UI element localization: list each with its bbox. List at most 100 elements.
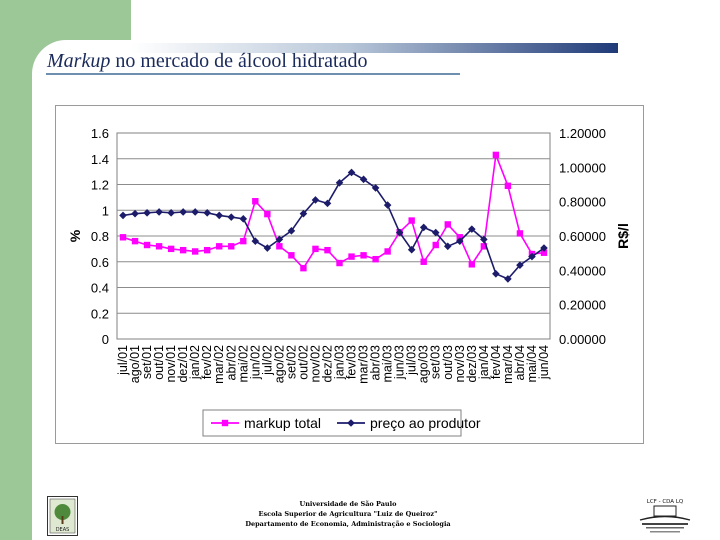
data-point-markup (264, 210, 271, 218)
y-tick-label-left: 1.6 (91, 126, 109, 141)
data-point-price (347, 168, 356, 177)
legend-marker-markup (221, 419, 229, 427)
data-point-markup (300, 264, 307, 272)
data-point-price (287, 227, 296, 235)
footer-department: Departamento de Economia, Administração … (245, 520, 451, 528)
data-point-markup (179, 246, 187, 254)
data-point-markup (360, 252, 367, 259)
legend-label-markup: markup total (244, 415, 321, 431)
deas-logo-text: DEAS (56, 527, 70, 533)
data-point-markup (119, 234, 127, 241)
x-tick-label: jan/03 (333, 345, 347, 380)
data-point-price (528, 252, 536, 261)
data-point-markup (312, 245, 319, 253)
x-tick-label: dez/03 (465, 345, 479, 383)
y-axis-label-left: % (67, 229, 83, 242)
x-tick-label: mar/02 (212, 345, 226, 384)
y-tick-label-left: 0.8 (91, 229, 109, 244)
y-tick-label-right: 0.00000 (559, 332, 606, 347)
data-point-markup (204, 246, 211, 254)
x-tick-label: jul/02 (260, 345, 274, 376)
footer-university: Universidade de São Paulo (299, 500, 397, 508)
x-tick-label: abr/03 (369, 345, 383, 380)
data-point-markup (228, 243, 235, 250)
x-tick-label: out/03 (441, 345, 455, 380)
data-point-markup (336, 259, 343, 267)
data-point-price (492, 269, 500, 278)
data-point-price (299, 209, 308, 218)
x-tick-label: fev/03 (345, 345, 359, 379)
data-point-markup (167, 245, 175, 253)
title-underline (46, 73, 460, 75)
data-point-markup (324, 246, 331, 254)
slide-title: Markup no mercado de álcool hidratado (47, 50, 367, 73)
data-point-markup (492, 151, 500, 159)
y-tick-label-right: 0.40000 (559, 263, 606, 278)
x-tick-label: mai/03 (381, 345, 395, 383)
data-point-markup (384, 248, 391, 255)
slide-title-italic: Markup (47, 50, 111, 72)
x-tick-label: jan/04 (477, 345, 491, 380)
markup-chart: 0 0.2 0.4 0.6 0.8 1 1.2 1.4 1.6 0.00000 0.20000 0.4… (55, 105, 644, 444)
x-tick-label: jun/02 (248, 345, 262, 380)
x-tick-label: out/02 (296, 345, 310, 380)
data-point-price (407, 245, 416, 254)
x-tick-label: nov/02 (308, 345, 322, 383)
y-tick-label-left: 1.2 (91, 178, 109, 193)
x-tick-label: abr/02 (224, 345, 238, 380)
x-tick-label: jan/02 (188, 345, 202, 380)
data-point-markup (540, 249, 548, 256)
top-gradient-rule (131, 43, 618, 53)
data-point-markup (155, 243, 163, 250)
data-point-markup (348, 253, 355, 260)
x-tick-label: mai/04 (525, 345, 539, 383)
y-tick-label-left: 0.6 (91, 255, 109, 270)
x-tick-label: dez/01 (176, 345, 190, 383)
x-tick-label: nov/01 (164, 345, 178, 383)
data-point-price (540, 244, 548, 252)
legend-box (202, 409, 462, 437)
y-tick-label-left: 0.4 (91, 281, 109, 296)
data-point-price (275, 235, 284, 244)
data-point-price (468, 225, 476, 233)
x-tick-label: out/01 (152, 345, 166, 380)
data-point-price (431, 228, 440, 237)
x-tick-label: mai/02 (236, 345, 250, 383)
data-point-price (335, 178, 344, 187)
data-point-price (516, 261, 524, 269)
x-tick-label: jun/03 (393, 345, 407, 380)
data-point-markup (276, 243, 283, 250)
data-point-price (480, 235, 488, 244)
y-tick-label-right: 0.80000 (559, 195, 606, 210)
legend-marker-price (347, 419, 355, 427)
data-point-markup (444, 221, 451, 228)
x-tick-label: ago/01 (128, 345, 142, 383)
x-tick-label: fev/02 (200, 345, 214, 379)
data-point-markup (143, 241, 151, 249)
x-tick-label: mar/03 (357, 345, 371, 384)
data-point-markup (420, 258, 427, 265)
data-point-price (227, 213, 236, 221)
data-point-markup (191, 248, 199, 255)
x-tick-label: set/03 (429, 345, 443, 379)
x-tick-label: ago/03 (417, 345, 431, 383)
y-tick-label-left: 1 (102, 203, 109, 218)
x-tick-label: jun/04 (537, 345, 551, 380)
data-point-price (263, 244, 272, 252)
chart-legend: markup total preço ao produtor (202, 409, 481, 437)
x-tick-label: mar/04 (501, 345, 515, 384)
legend-label-price: preço ao produtor (370, 415, 481, 431)
data-point-price (167, 209, 175, 217)
y-tick-label-left: 0 (102, 332, 109, 347)
data-point-price (215, 211, 224, 220)
lcf-logo: LCF - CDA LQ (639, 499, 691, 533)
data-point-markup (131, 237, 139, 245)
data-point-markup (468, 261, 476, 268)
y-tick-label-left: 0.2 (91, 306, 109, 321)
data-point-markup (408, 217, 415, 224)
data-point-markup (240, 237, 247, 245)
data-point-markup (480, 243, 488, 250)
x-tick-label: dez/02 (320, 345, 334, 383)
x-tick-label: ago/02 (272, 345, 286, 383)
y-tick-label-right: 1.20000 (559, 126, 606, 141)
